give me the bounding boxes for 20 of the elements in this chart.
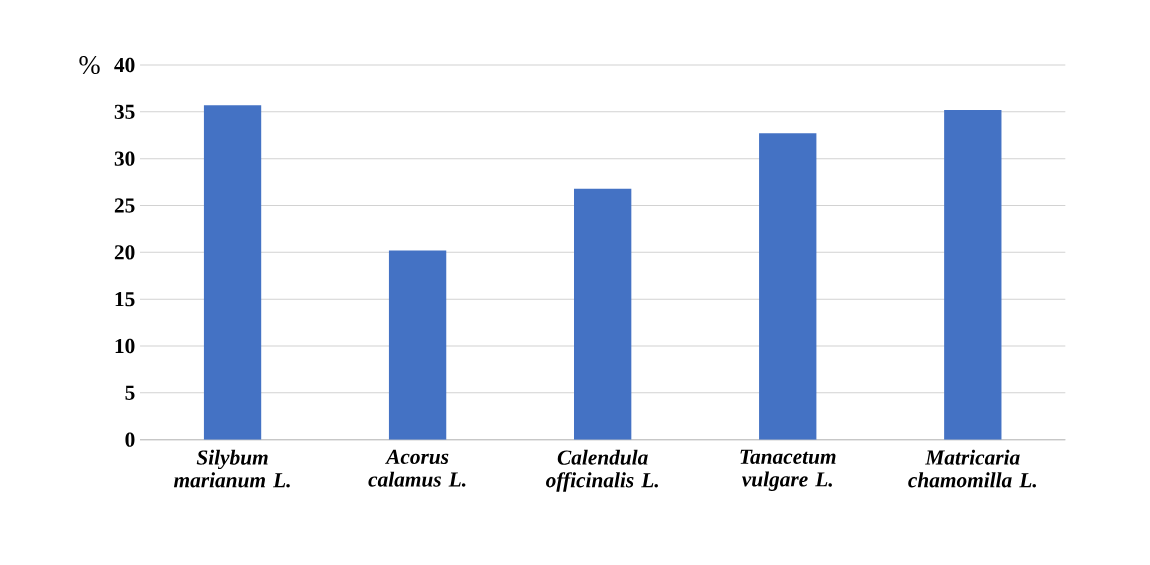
y-tick-label: 0 xyxy=(125,432,135,447)
y-tick-label: 25 xyxy=(114,198,135,213)
x-tick-label: Silybum marianum L. xyxy=(173,449,290,488)
bar xyxy=(759,133,817,440)
y-tick-label: 30 xyxy=(114,151,135,166)
x-tick-label: Tanacetum vulgare L. xyxy=(740,449,836,491)
bar xyxy=(944,109,1002,440)
y-axis-title: % xyxy=(79,55,100,75)
bar xyxy=(574,188,632,440)
bar xyxy=(388,250,447,440)
y-tick-label: 5 xyxy=(125,385,135,400)
y-tick-label: 20 xyxy=(114,245,135,260)
y-tick-label: 35 xyxy=(114,104,135,119)
x-tick-label: Matricaria chamomilla L. xyxy=(908,449,1036,488)
y-tick-label: 15 xyxy=(115,292,135,307)
x-tick-label: Calendula officinalis L. xyxy=(546,449,658,492)
y-tick-label: 40 xyxy=(114,57,135,73)
y-tick-label: 10 xyxy=(115,338,135,354)
x-tick-label: Acorus calamus L. xyxy=(368,449,466,487)
bar xyxy=(203,105,262,440)
